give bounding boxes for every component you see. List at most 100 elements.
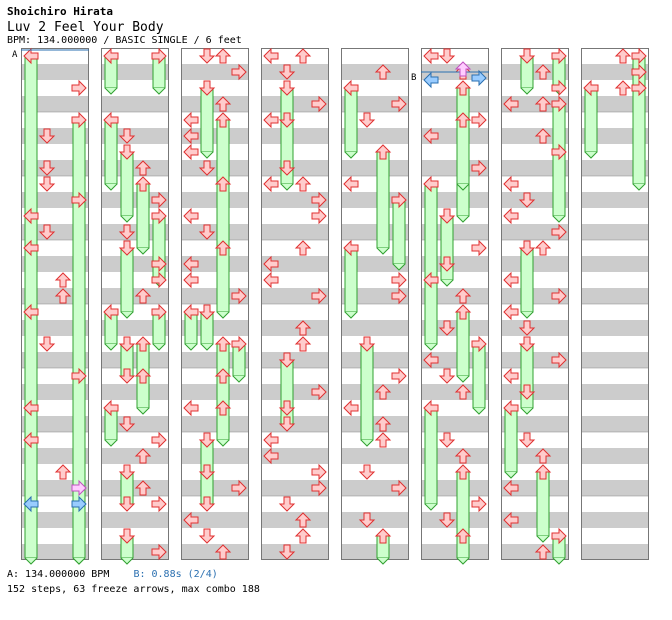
step-arrow-up [374, 384, 392, 400]
freeze-tail [472, 343, 486, 409]
step-arrow-right [391, 271, 407, 289]
beat-stripe [21, 320, 89, 336]
beat-stripe [421, 544, 489, 560]
freeze-tail [424, 183, 438, 281]
step-arrow-down [438, 512, 456, 528]
step-arrow-up [134, 288, 152, 304]
step-arrow-left [183, 511, 199, 529]
beat-stripe [181, 512, 249, 528]
column-border [21, 48, 89, 560]
beat-stripe [101, 384, 169, 400]
beat-stripe [421, 480, 489, 496]
step-arrow-up [214, 176, 232, 192]
freeze-end [472, 407, 486, 415]
beat-stripe [421, 256, 489, 272]
beat-stripe [21, 224, 89, 240]
step-arrow-down [118, 464, 136, 480]
artist-name: Shoichiro Hirata [7, 5, 113, 18]
freeze-end [232, 375, 246, 383]
beat-stripe [21, 64, 89, 80]
step-arrow-right [551, 223, 567, 241]
freeze-tail [360, 343, 374, 441]
step-arrow-up [54, 272, 72, 288]
step-arrow-right [71, 479, 87, 497]
beat-stripe [181, 224, 249, 240]
step-arrow-left [503, 399, 519, 417]
step-arrow-right [151, 271, 167, 289]
step-arrow-right [631, 63, 647, 81]
step-arrow-up [214, 96, 232, 112]
step-arrow-left [263, 447, 279, 465]
beat-stripe [101, 416, 169, 432]
step-arrow-down [118, 336, 136, 352]
step-arrow-right [71, 111, 87, 129]
step-arrow-down [438, 320, 456, 336]
beat-stripe [21, 160, 89, 176]
freeze-tail [456, 119, 470, 185]
beat-stripe [101, 256, 169, 272]
step-arrow-right [151, 47, 167, 65]
freeze-tail [424, 407, 438, 505]
step-arrow-right [311, 287, 327, 305]
freeze-end [536, 535, 550, 543]
beat-stripe [261, 256, 329, 272]
beat-stripe [581, 320, 649, 336]
freeze-tail [216, 247, 230, 313]
step-arrow-left [343, 239, 359, 257]
step-arrow-left [423, 399, 439, 417]
step-arrow-right [391, 95, 407, 113]
stop-legend: B: 0.88s (2/4) [133, 569, 218, 580]
freeze-tail [216, 119, 230, 185]
beat-stripe [261, 96, 329, 112]
step-arrow-down [518, 336, 536, 352]
freeze-end [184, 343, 198, 351]
beat-stripe [101, 512, 169, 528]
step-arrow-right [231, 287, 247, 305]
beat-stripe [581, 384, 649, 400]
step-arrow-down [118, 240, 136, 256]
freeze-end [392, 263, 406, 271]
beat-stripe [181, 128, 249, 144]
step-arrow-up [134, 160, 152, 176]
beat-stripe [181, 448, 249, 464]
freeze-end [136, 407, 150, 415]
freeze-end [520, 87, 534, 95]
step-arrow-down [38, 336, 56, 352]
step-arrow-left [503, 367, 519, 385]
step-arrow-down [358, 512, 376, 528]
freeze-end [456, 183, 470, 191]
beat-stripe [501, 192, 569, 208]
stop-marker-b: B [411, 73, 416, 83]
beat-stripe [581, 224, 649, 240]
step-arrow-up [214, 544, 232, 560]
freeze-end [120, 557, 134, 565]
step-arrow-up [294, 512, 312, 528]
beat-stripe [341, 288, 409, 304]
step-arrow-up [134, 480, 152, 496]
beat-stripe [21, 448, 89, 464]
step-arrow-left [183, 271, 199, 289]
freeze-end [456, 375, 470, 383]
step-arrow-up [294, 240, 312, 256]
beat-stripe [501, 384, 569, 400]
step-arrow-left [263, 271, 279, 289]
step-arrow-right [311, 191, 327, 209]
step-arrow-down [278, 64, 296, 80]
step-arrow-down [278, 496, 296, 512]
step-arrow-left [263, 175, 279, 193]
step-arrow-up [214, 240, 232, 256]
step-arrow-up [534, 448, 552, 464]
beat-stripe [181, 64, 249, 80]
column-border [101, 48, 169, 560]
beat-stripe [501, 448, 569, 464]
step-arrow-left [583, 79, 599, 97]
step-arrow-down [278, 544, 296, 560]
beat-stripe [101, 224, 169, 240]
beat-stripe [21, 384, 89, 400]
step-arrow-down [358, 464, 376, 480]
freeze-end [552, 557, 566, 565]
freeze-end [424, 503, 438, 511]
step-arrow-left [503, 511, 519, 529]
step-arrow-left [23, 495, 39, 513]
